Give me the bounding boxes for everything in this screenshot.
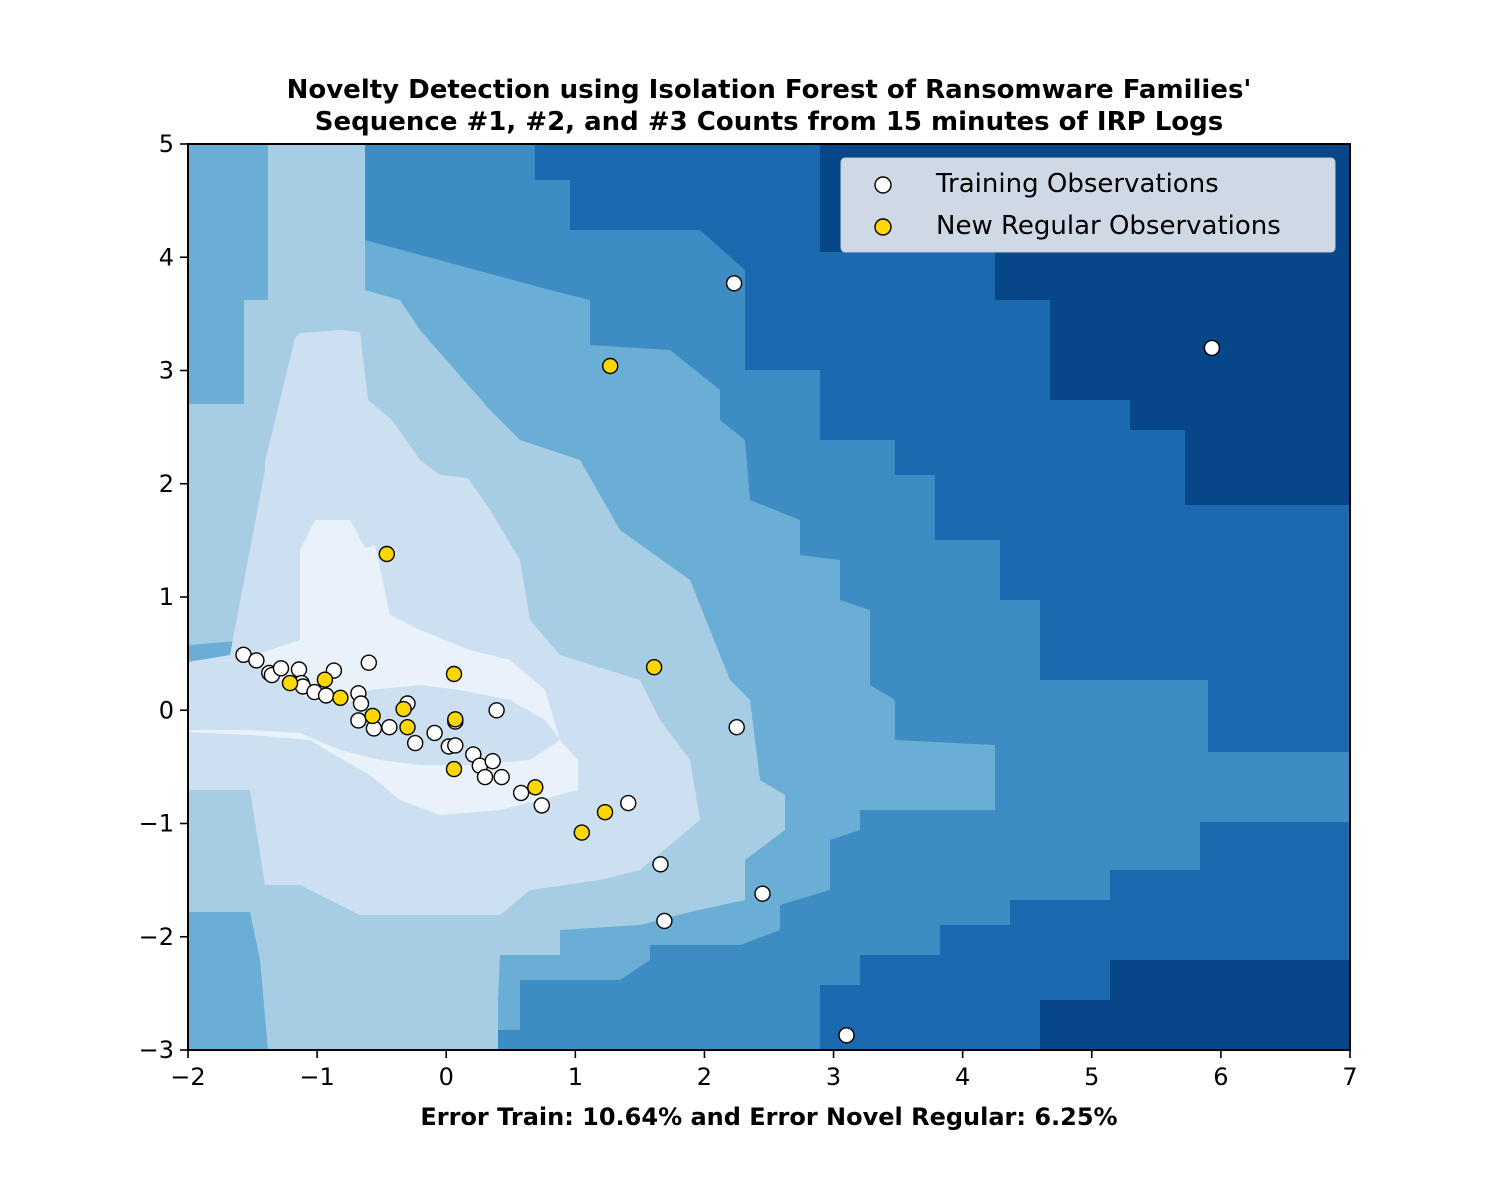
x-tick-label: 1 — [568, 1063, 583, 1091]
training-observation-point-34 — [728, 719, 745, 736]
scatter-points — [235, 275, 1221, 1044]
training-observation-point-38 — [838, 1027, 855, 1044]
training-observation-point-27 — [476, 768, 494, 786]
y-tick-label: −2 — [139, 923, 174, 951]
training-observation-point-7 — [290, 661, 308, 678]
new-regular-observation-point-11 — [445, 760, 463, 778]
training-observation-point-23 — [447, 737, 464, 754]
x-tick-label: 0 — [439, 1063, 454, 1091]
new-regular-observation-point-1 — [378, 545, 395, 563]
x-tick-label: 4 — [955, 1063, 970, 1091]
legend-label-training: Training Observations — [935, 169, 1219, 199]
new-regular-observation-point-9 — [399, 719, 416, 736]
training-observation-point-33 — [620, 794, 637, 812]
new-regular-observation-point-14 — [596, 804, 614, 821]
training-observation-point-37 — [754, 885, 771, 902]
training-observation-point-32 — [533, 797, 550, 814]
y-tick-label: −1 — [139, 810, 174, 838]
training-observation-point-21 — [426, 724, 443, 742]
training-observation-point-6 — [272, 660, 290, 677]
training-observation-point-15 — [352, 695, 370, 712]
y-tick-label: 2 — [159, 470, 174, 498]
training-observation-point-11 — [317, 687, 335, 704]
x-axis-label: Error Train: 10.64% and Error Novel Regu… — [420, 1103, 1117, 1131]
new-regular-observation-point-6 — [332, 689, 349, 706]
x-tick-label: 3 — [826, 1063, 841, 1091]
legend-label-new-regular: New Regular Observations — [936, 211, 1281, 241]
new-regular-observation-point-8 — [395, 700, 412, 718]
training-observation-point-13 — [360, 654, 377, 671]
training-observation-point-35 — [652, 856, 669, 873]
x-tick-label: −1 — [299, 1063, 334, 1091]
training-observation-point-31 — [512, 784, 530, 802]
training-observation-point-3 — [248, 652, 265, 669]
x-tick-label: −2 — [170, 1063, 205, 1091]
legend-marker-training — [874, 176, 892, 194]
new-regular-observation-point-2 — [645, 659, 663, 676]
new-regular-observation-point-3 — [445, 665, 463, 683]
x-axis: −2 −1 0 1 2 3 4 5 6 7 — [170, 1050, 1358, 1091]
new-regular-observation-point-12 — [527, 779, 544, 796]
new-regular-observation-point-0 — [602, 357, 619, 375]
x-tick-label: 6 — [1213, 1063, 1228, 1091]
training-observation-point-29 — [488, 702, 505, 719]
y-tick-label: 5 — [159, 130, 174, 158]
training-observation-point-20 — [407, 734, 424, 752]
training-observation-point-0 — [725, 275, 743, 292]
new-regular-observation-point-13 — [573, 824, 590, 841]
y-tick-label: 1 — [159, 583, 174, 611]
chart-title-line-2: Sequence #1, #2, and #3 Counts from 15 m… — [315, 107, 1223, 137]
legend-marker-new-regular — [874, 218, 892, 236]
x-tick-label: 5 — [1084, 1063, 1099, 1091]
y-tick-label: 4 — [159, 243, 174, 271]
y-tick-label: 3 — [159, 357, 174, 385]
x-tick-label: 2 — [697, 1063, 712, 1091]
legend: Training Observations New Regular Observ… — [840, 157, 1336, 253]
y-tick-label: 0 — [159, 696, 174, 724]
decision-function-contours — [188, 144, 1350, 1050]
y-axis: −3 −2 −1 0 1 2 3 4 5 — [139, 130, 188, 1064]
x-tick-label: 7 — [1342, 1063, 1357, 1091]
legend-box — [840, 157, 1336, 253]
new-regular-observation-point-4 — [281, 674, 299, 692]
new-regular-observation-point-7 — [364, 707, 381, 725]
new-regular-observation-point-10 — [447, 711, 464, 728]
training-observation-point-30 — [493, 768, 510, 786]
training-observation-point-28 — [484, 753, 501, 770]
training-observation-point-36 — [656, 912, 673, 930]
training-observation-point-1 — [1203, 339, 1221, 357]
training-observation-point-16 — [350, 712, 367, 729]
y-tick-label: −3 — [139, 1036, 174, 1064]
new-regular-observation-point-5 — [316, 671, 334, 688]
chart-title-line-1: Novelty Detection using Isolation Forest… — [287, 75, 1252, 105]
training-observation-point-18 — [381, 719, 398, 736]
